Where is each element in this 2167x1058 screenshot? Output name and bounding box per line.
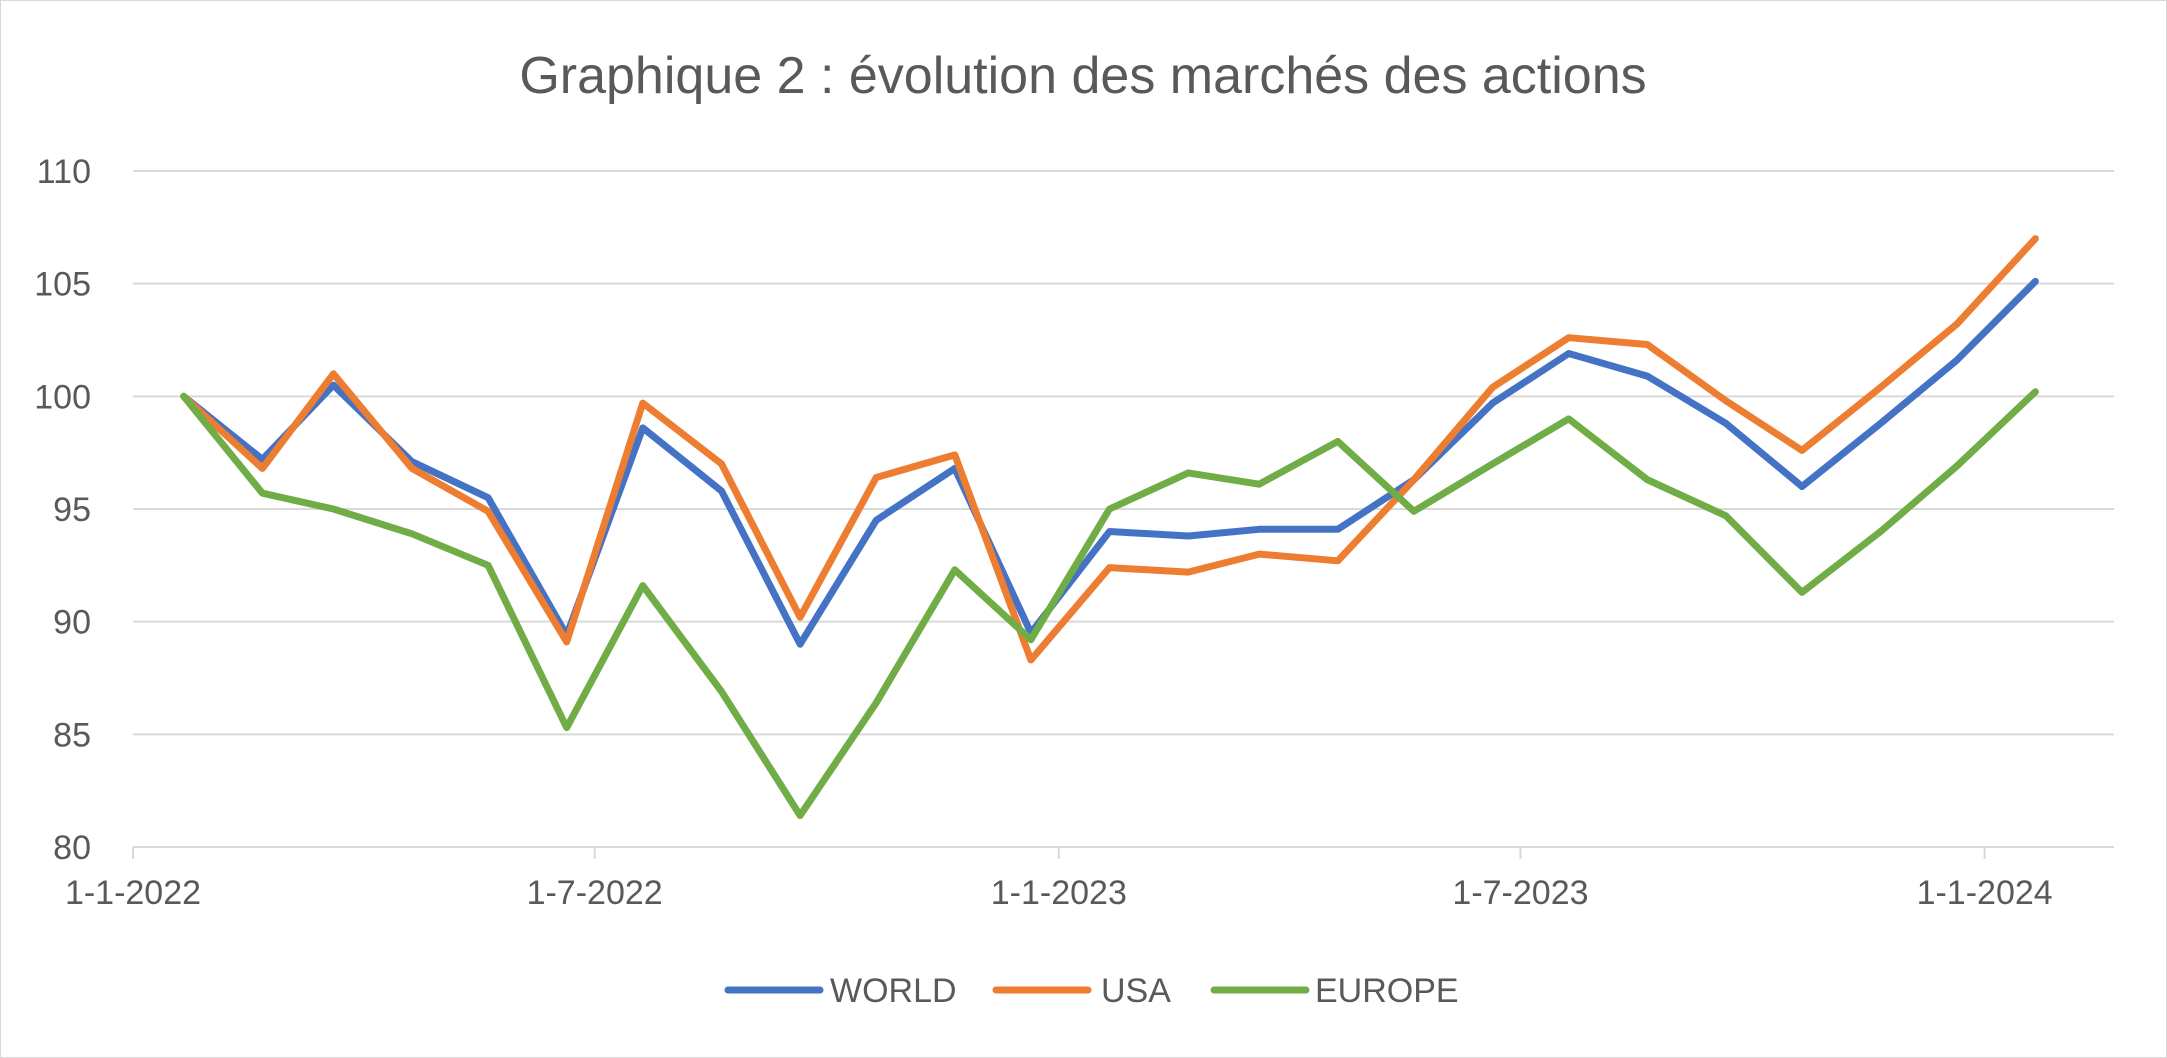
legend-label-europe: EUROPE [1315,972,1459,1010]
y-tick-label: 100 [34,378,91,416]
axes: 80 85 90 95 100 105 110 1-1-2022 1-7-2022 1-1-202… [34,153,2114,912]
y-tick-label: 80 [53,829,91,867]
chart-title: Graphique 2 : évolution des marchés des … [519,47,1646,105]
x-tick-label: 1-1-2024 [1917,874,2053,912]
y-tick-label: 95 [53,491,91,529]
legend: WORLD USA EUROPE [724,972,1459,1010]
y-tick-label: 105 [34,266,91,304]
x-tick-label: 1-1-2023 [991,874,1127,912]
legend-label-world: WORLD [830,972,957,1010]
x-tick-label: 1-7-2022 [527,874,663,912]
legend-label-usa: USA [1101,972,1171,1010]
gridlines [133,170,2114,736]
series-line-usa [180,235,2039,664]
series-line-world [180,277,2039,648]
y-tick-label: 90 [53,604,91,642]
series-line-europe [180,388,2039,819]
y-tick-label: 110 [37,153,91,191]
x-tick-label: 1-1-2022 [65,874,201,912]
y-tick-label: 85 [53,716,91,754]
x-tick-label: 1-7-2023 [1452,874,1588,912]
series-lines [180,235,2039,819]
